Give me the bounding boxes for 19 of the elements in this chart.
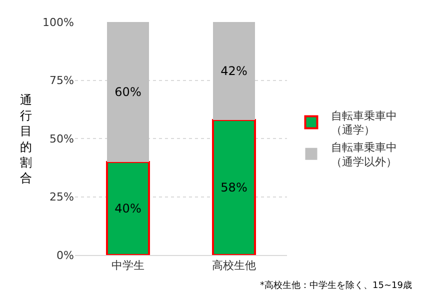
bar: [106, 160, 150, 255]
bar: [212, 118, 256, 255]
x-tick-label: 中学生: [112, 259, 144, 272]
legend-label: 自転車乗車中（通学）: [331, 109, 398, 137]
data-label: 40%: [114, 201, 142, 216]
bar: [106, 22, 150, 162]
y-tick-label: 0%: [56, 248, 74, 262]
y-tick-label: 100%: [42, 16, 74, 29]
data-label: 60%: [114, 84, 142, 99]
y-tick-label: 75%: [50, 74, 74, 88]
y-tick-label: 25%: [50, 190, 74, 204]
data-label: 42%: [220, 64, 248, 78]
legend-label: 自転車乗車中（通学以外）: [331, 141, 398, 168]
y-tick-label: 50%: [50, 132, 74, 146]
text: *高校生他：中学生を除く、15~19歳: [260, 280, 412, 291]
x-tick-label: 高校生他: [212, 259, 256, 272]
y-axis-title: 通行目的割合: [20, 93, 32, 185]
data-label: 58%: [220, 180, 248, 194]
bar: [212, 22, 256, 120]
